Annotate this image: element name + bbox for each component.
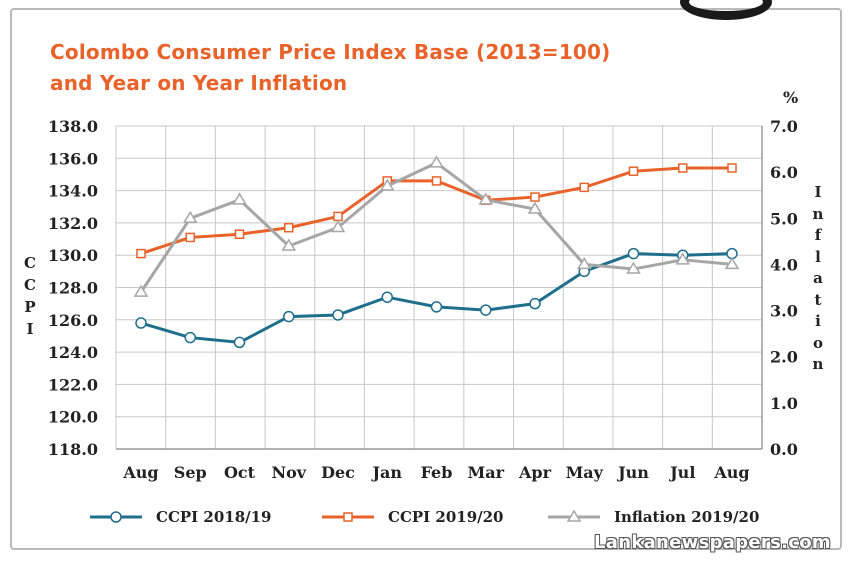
data-point-square (284, 222, 294, 233)
y-right-tick-label: 2.0 (770, 348, 798, 367)
y-left-tick-label: 120.0 (48, 408, 98, 427)
data-point-triangle (675, 252, 691, 265)
data-point-circle (135, 317, 147, 329)
x-tick-label: Aug (713, 463, 749, 482)
data-point-triangle (281, 238, 297, 251)
y-left-tick-label: 128.0 (48, 279, 98, 298)
legend-label: Inflation 2019/20 (614, 508, 760, 526)
x-tick-label: Jul (668, 463, 695, 482)
y-right-tick-label: 3.0 (770, 302, 798, 321)
legend-item: Inflation 2019/20 (548, 506, 759, 528)
data-point-square (678, 163, 688, 173)
y-right-tick-label: 4.0 (770, 255, 798, 274)
y-right-tick-label: 1.0 (770, 394, 798, 413)
legend-swatch (548, 509, 600, 522)
data-point-triangle (626, 261, 641, 274)
data-point-triangle (576, 256, 592, 270)
x-tick-label: Apr (518, 463, 552, 482)
data-point-circle (283, 310, 295, 323)
x-tick-label: Nov (271, 463, 306, 482)
y-left-tick-label: 130.0 (48, 246, 98, 265)
data-point-square (136, 248, 146, 259)
data-point-triangle (478, 192, 494, 205)
data-point-triangle (182, 210, 198, 224)
y-left-tick-label: 126.0 (48, 311, 98, 330)
x-tick-label: Sep (174, 463, 207, 482)
right-axis-unit: % (783, 88, 799, 107)
data-point-triangle (133, 284, 149, 297)
data-point-square (628, 166, 639, 176)
y-left-tick-label: 124.0 (48, 343, 98, 362)
data-point-circle (332, 309, 344, 321)
data-point-circle (627, 247, 640, 260)
data-point-triangle (232, 192, 247, 205)
data-point-square (431, 176, 442, 186)
data-point-triangle (527, 201, 543, 214)
data-point-square (530, 192, 540, 202)
legend-label: CCPI 2018/19 (156, 508, 272, 526)
data-point-square (579, 182, 589, 193)
chart-title-line-2: and Year on Year Inflation (50, 71, 348, 95)
data-point-circle (430, 301, 443, 313)
x-tick-label: Mar (467, 463, 504, 482)
chart-title-line-1: Colombo Consumer Price Index Base (2013=… (50, 40, 611, 64)
x-tick-label: Oct (224, 463, 256, 482)
y-left-tick-label: 122.0 (48, 375, 98, 394)
legend-swatch (90, 511, 142, 523)
data-point-circle (184, 331, 196, 344)
data-point-circle (529, 297, 541, 310)
data-point-triangle (429, 155, 444, 168)
data-point-circle (381, 291, 393, 303)
data-point-triangle (724, 256, 740, 270)
data-point-square (234, 229, 245, 239)
legend-swatch (322, 512, 374, 522)
x-tick-label: Feb (421, 463, 453, 482)
y-right-tick-label: 6.0 (770, 163, 798, 182)
x-tick-label: Jan (370, 463, 402, 482)
data-point-square (333, 211, 343, 222)
watermark: Lankanewspapers.com (594, 532, 831, 553)
legend-label: CCPI 2019/20 (388, 508, 504, 526)
y-left-tick-label: 132.0 (48, 214, 98, 233)
x-tick-label: Aug (122, 463, 158, 482)
x-tick-label: Jun (616, 463, 649, 482)
data-point-square (185, 232, 195, 243)
data-point-circle (233, 336, 246, 349)
y-right-tick-label: 0.0 (770, 440, 798, 459)
data-point-triangle (330, 220, 346, 233)
x-tick-label: Dec (321, 463, 355, 482)
data-point-triangle (379, 178, 395, 191)
y-left-tick-label: 136.0 (48, 149, 98, 168)
data-point-circle (480, 304, 492, 316)
y-left-tick-label: 118.0 (48, 440, 98, 459)
y-right-tick-label: 7.0 (770, 117, 798, 136)
y-right-tick-label: 5.0 (770, 209, 798, 228)
y-left-tick-label: 134.0 (48, 182, 98, 201)
legend-item: CCPI 2019/20 (322, 506, 504, 528)
x-tick-label: May (566, 463, 604, 482)
legend-item: CCPI 2018/19 (90, 506, 272, 528)
y-left-tick-label: 138.0 (48, 117, 98, 136)
data-point-square (727, 163, 737, 173)
